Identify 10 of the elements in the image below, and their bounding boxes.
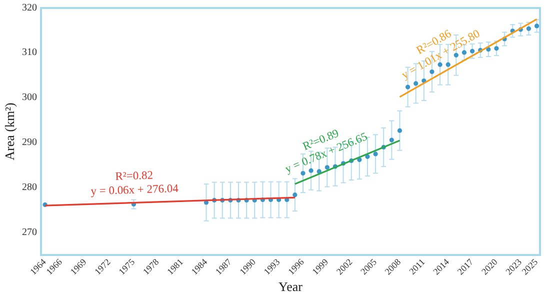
y-tick-label: 290 <box>22 137 37 148</box>
y-tick-label: 280 <box>22 182 37 193</box>
y-tick-label: 270 <box>22 226 37 238</box>
y-tick-label: 310 <box>22 47 37 58</box>
annotation: y = 0.06x + 276.04 <box>90 182 179 198</box>
y-tick-label: 320 <box>22 2 37 14</box>
y-tick-label: 300 <box>22 92 37 104</box>
annotation: R²=0.82 <box>115 170 154 183</box>
x-axis-title: Year <box>278 279 304 294</box>
y-axis-title: Area (km²) <box>2 102 17 160</box>
